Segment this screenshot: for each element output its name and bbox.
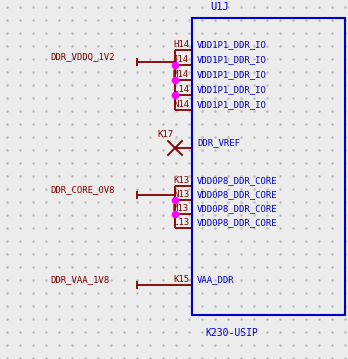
Text: K15: K15 — [173, 275, 189, 284]
Text: M13: M13 — [173, 204, 189, 213]
Text: K230-USIP: K230-USIP — [205, 328, 258, 338]
Text: N14: N14 — [173, 100, 189, 109]
Text: VDD0P8_DDR_CORE: VDD0P8_DDR_CORE — [197, 190, 278, 199]
Text: VDD0P8_DDR_CORE: VDD0P8_DDR_CORE — [197, 204, 278, 213]
Text: DDR_VDDQ_1V2: DDR_VDDQ_1V2 — [50, 52, 114, 61]
Text: DDR_VREF: DDR_VREF — [197, 138, 240, 147]
Text: K17: K17 — [157, 130, 173, 139]
Text: VDD1P1_DDR_IO: VDD1P1_DDR_IO — [197, 55, 267, 64]
Text: DDR_VAA_1V8: DDR_VAA_1V8 — [50, 275, 109, 284]
Text: H14: H14 — [173, 40, 189, 49]
Text: L13: L13 — [173, 218, 189, 227]
Text: VDD1P1_DDR_IO: VDD1P1_DDR_IO — [197, 100, 267, 109]
Text: U1J: U1J — [210, 2, 229, 12]
Text: VDD1P1_DDR_IO: VDD1P1_DDR_IO — [197, 85, 267, 94]
Text: VAA_DDR: VAA_DDR — [197, 275, 235, 284]
Text: N13: N13 — [173, 190, 189, 199]
Bar — [192, 18, 345, 315]
Text: K13: K13 — [173, 176, 189, 185]
Text: VDD0P8_DDR_CORE: VDD0P8_DDR_CORE — [197, 176, 278, 185]
Text: VDD1P1_DDR_IO: VDD1P1_DDR_IO — [197, 70, 267, 79]
Text: DDR_CORE_0V8: DDR_CORE_0V8 — [50, 185, 114, 194]
Text: VDD0P8_DDR_CORE: VDD0P8_DDR_CORE — [197, 218, 278, 227]
Text: J14: J14 — [173, 55, 189, 64]
Text: VDD1P1_DDR_IO: VDD1P1_DDR_IO — [197, 40, 267, 49]
Text: M14: M14 — [173, 70, 189, 79]
Text: L14: L14 — [173, 85, 189, 94]
